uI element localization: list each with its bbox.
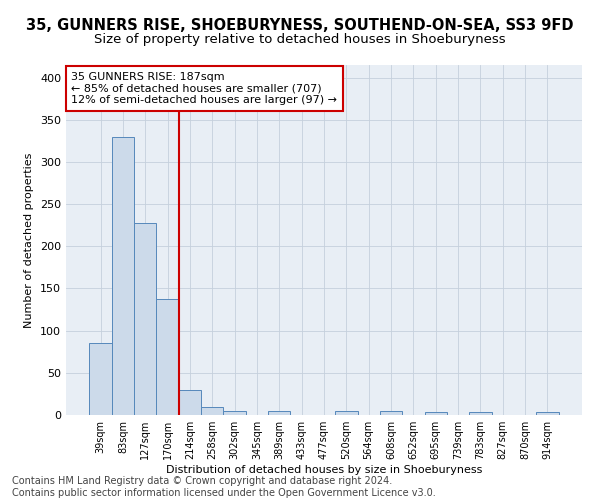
Text: Size of property relative to detached houses in Shoeburyness: Size of property relative to detached ho… [94, 32, 506, 46]
Bar [469, 412, 491, 415]
Text: Contains HM Land Registry data © Crown copyright and database right 2024.
Contai: Contains HM Land Registry data © Crown c… [12, 476, 436, 498]
Bar [268, 411, 290, 415]
Bar [134, 222, 157, 415]
Bar [89, 344, 112, 415]
Bar [380, 411, 402, 415]
Bar [425, 412, 447, 415]
Bar [201, 406, 223, 415]
Text: 35, GUNNERS RISE, SHOEBURYNESS, SOUTHEND-ON-SEA, SS3 9FD: 35, GUNNERS RISE, SHOEBURYNESS, SOUTHEND… [26, 18, 574, 32]
Bar [536, 412, 559, 415]
Y-axis label: Number of detached properties: Number of detached properties [25, 152, 34, 328]
Bar [157, 300, 179, 415]
Bar [179, 390, 201, 415]
Bar [223, 411, 246, 415]
Text: 35 GUNNERS RISE: 187sqm
← 85% of detached houses are smaller (707)
12% of semi-d: 35 GUNNERS RISE: 187sqm ← 85% of detache… [71, 72, 337, 105]
Bar [335, 411, 358, 415]
Bar [112, 136, 134, 415]
X-axis label: Distribution of detached houses by size in Shoeburyness: Distribution of detached houses by size … [166, 465, 482, 475]
